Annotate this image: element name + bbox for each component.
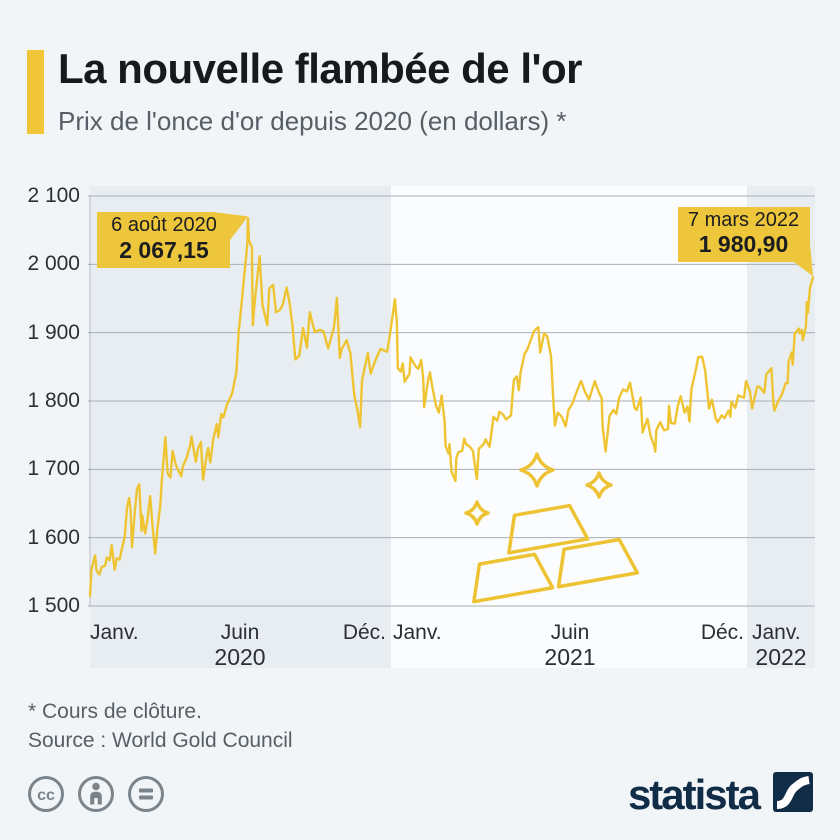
y-axis-label: 1 900	[27, 320, 80, 344]
annotation-peak-value: 2 067,15	[119, 237, 209, 263]
equal-sign-icon[interactable]	[126, 774, 166, 814]
statista-wordmark: statista	[627, 771, 761, 818]
statista-mark-icon	[773, 772, 813, 812]
y-axis-label: 1 600	[27, 525, 80, 549]
x-axis-month-label: Janv.	[752, 621, 801, 644]
svg-text:cc: cc	[37, 787, 55, 804]
attribution-person-icon[interactable]	[76, 774, 116, 814]
x-axis-year-label: 2021	[544, 644, 596, 670]
y-axis-label: 2 100	[27, 184, 80, 207]
y-axis-label: 1 500	[27, 594, 80, 617]
y-axis-label: 1 800	[27, 389, 80, 412]
annotation-box-peak	[97, 212, 248, 268]
cc-icon[interactable]: cc	[26, 774, 66, 814]
x-axis-month-label: Janv.	[90, 621, 139, 644]
gold-price-line	[88, 217, 815, 597]
chart-footnote: * Cours de clôture.	[28, 700, 202, 723]
x-axis-month-label: Déc.	[342, 621, 386, 644]
x-axis-month-label: Juin	[550, 621, 590, 644]
annotation-box-latest	[678, 207, 813, 277]
statista-logo[interactable]: statista	[628, 771, 813, 818]
x-axis-month-label: Janv.	[393, 621, 442, 644]
x-axis-month-label: Juin	[220, 621, 260, 644]
x-axis-year-label: 2022	[755, 644, 807, 670]
y-axis-label: 2 000	[27, 252, 80, 276]
year-band	[391, 186, 747, 668]
chart-source: Source : World Gold Council	[28, 729, 293, 752]
annotation-latest-value: 1 980,90	[698, 231, 789, 257]
page-subtitle: Prix de l'once d'or depuis 2020 (en doll…	[58, 106, 567, 136]
x-axis-year-label: 2020	[214, 644, 266, 670]
annotation-peak-date: 6 août 2020	[111, 214, 217, 236]
annotation-latest-date: 7 mars 2022	[687, 209, 800, 231]
y-axis-label: 1 700	[27, 457, 80, 481]
title-accent-bar	[27, 50, 44, 134]
gold-bars-icon	[464, 452, 640, 604]
sparkle-icon	[585, 471, 613, 499]
license-icons: cc	[26, 774, 166, 814]
x-axis-month-label: Déc.	[700, 621, 744, 644]
page-title: La nouvelle flambée de l'or	[58, 45, 582, 92]
sparkle-icon	[464, 500, 490, 526]
sparkle-icon	[519, 452, 555, 488]
